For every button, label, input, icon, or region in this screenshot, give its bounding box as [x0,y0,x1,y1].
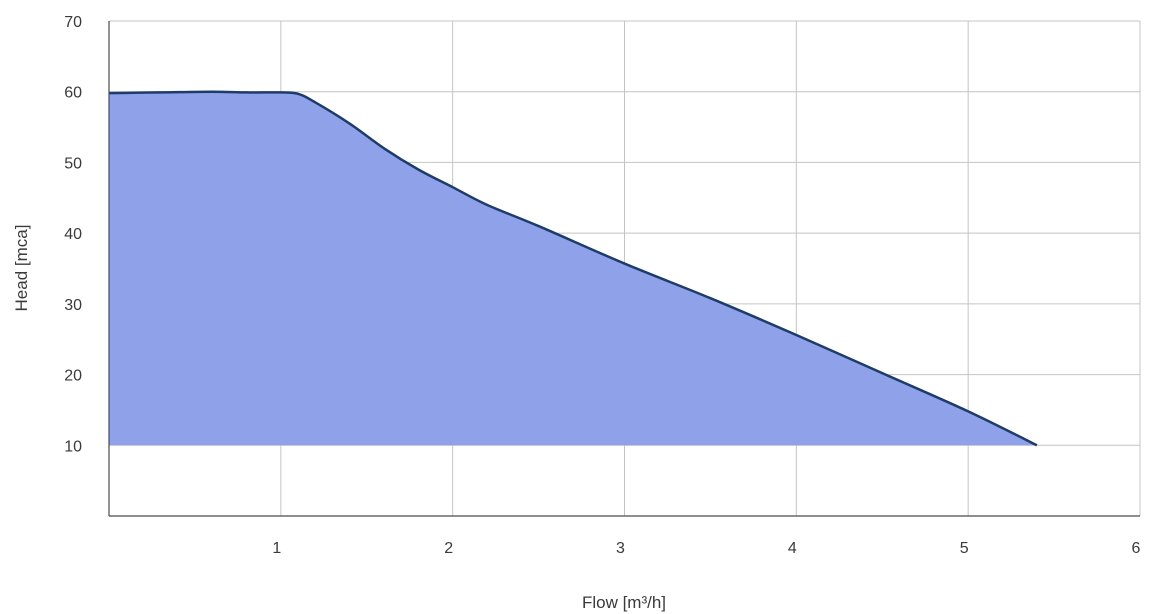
y-tick-label: 30 [64,297,82,314]
y-tick-label: 70 [64,14,82,31]
x-tick-label: 5 [960,540,969,557]
axes [108,21,1140,517]
y-tick-label: 40 [64,226,82,243]
x-tick-label: 2 [444,540,453,557]
area-layer [108,90,1038,447]
y-tick-label: 60 [64,85,82,102]
x-tick-label: 6 [1132,540,1141,557]
series-line [108,90,1038,447]
y-tick-label: 20 [64,368,82,385]
area-fill [109,91,1037,446]
y-axis-title: Head [mca] [12,225,31,312]
x-axis-title: Flow [m³/h] [582,593,666,612]
x-tick-label: 3 [616,540,625,557]
x-tick-label: 4 [788,540,797,557]
y-tick-label: 50 [64,155,82,172]
tick-labels: 1 2 3 4 5 6 10 20 30 40 50 60 70 [64,14,1140,557]
y-tick-label: 10 [64,438,82,455]
x-tick-label: 1 [272,540,281,557]
